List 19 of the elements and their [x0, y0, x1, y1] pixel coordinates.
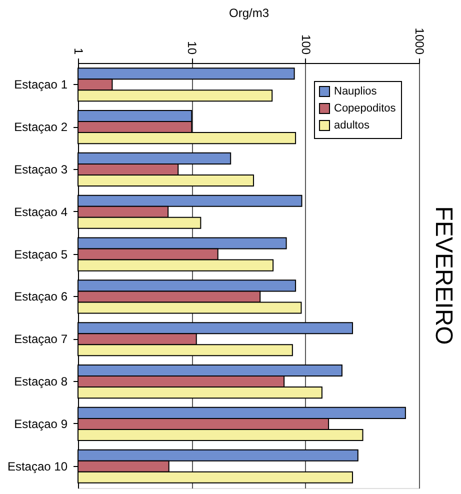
y-tick-label: Estaçao 5	[14, 247, 68, 262]
x-tick-label: 1	[72, 48, 86, 55]
x-tick-label: 10	[185, 41, 200, 55]
text: FEVEREIRO	[430, 206, 457, 345]
legend-label: Nauplios	[334, 86, 378, 98]
x-axis-title: Org/m3	[228, 6, 270, 20]
y-tick-label: Estaçao 4	[14, 204, 68, 219]
x-tick-label: 100	[298, 34, 313, 55]
legend-label: Copepoditos	[334, 102, 396, 114]
x-tick-label: 1000	[412, 28, 426, 55]
legend-label: adultos	[334, 120, 370, 132]
y-tick-label: Estaçao 3	[14, 162, 68, 176]
y-tick-label: Estaçao 1	[14, 78, 68, 92]
y-tick-label: Estaçao 6	[14, 290, 68, 304]
y-tick-label: Estaçao 7	[14, 332, 68, 346]
y-tick-label: Estaçao 8	[14, 374, 68, 389]
y-tick-label: Estaçao 10	[7, 459, 68, 474]
y-tick-label: Estaçao 9	[14, 416, 68, 431]
y-tick-label: Estaçao 2	[14, 120, 68, 134]
